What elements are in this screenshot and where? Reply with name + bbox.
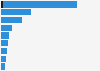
Bar <box>1 1 77 8</box>
Bar <box>1 9 31 15</box>
Bar <box>1 48 7 54</box>
Bar <box>1 63 5 70</box>
Bar <box>1 1 3 8</box>
Bar <box>1 25 12 31</box>
Bar <box>1 32 9 39</box>
Bar <box>1 56 6 62</box>
Bar <box>1 17 22 23</box>
Bar <box>1 40 8 46</box>
